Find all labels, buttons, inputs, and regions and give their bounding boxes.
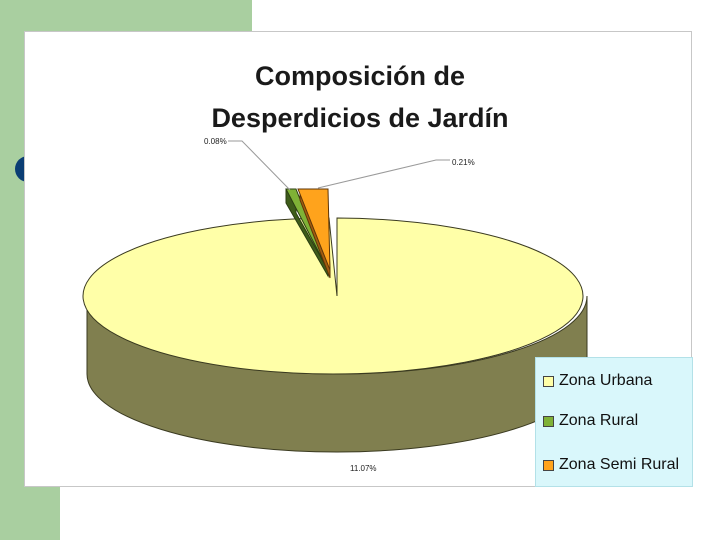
legend-label-zona-urbana: Zona Urbana [559, 372, 653, 389]
data-label-zona-urbana: 11.07% [350, 464, 377, 473]
legend-label-zona-rural: Zona Rural [559, 412, 639, 429]
leader-line-rural [228, 140, 291, 191]
slice-zona-semi-rural [297, 188, 331, 271]
chart-title: Composición de Desperdicios de Jardín [150, 55, 570, 139]
legend-swatch-zona-semi-rural [543, 459, 554, 471]
slice-zona-urbana [82, 217, 584, 375]
legend-item-zona-semi-rural: Zona Semi Rural [543, 454, 679, 476]
legend-item-zona-rural: Zona Rural [543, 410, 638, 432]
data-label-zona-rural: 0.08% [204, 137, 227, 146]
legend-swatch-zona-rural [543, 415, 554, 427]
chart-title-line-2: Desperdicios de Jardín [211, 103, 509, 133]
legend-swatch-zona-urbana [543, 375, 554, 387]
chart-legend: Zona Urbana Zona Rural Zona Semi Rural [535, 357, 693, 487]
chart-title-line-1: Composición de [254, 61, 465, 91]
leader-line-semi-rural [317, 159, 450, 189]
legend-label-zona-semi-rural: Zona Semi Rural [559, 456, 680, 473]
legend-item-zona-urbana: Zona Urbana [543, 370, 652, 392]
data-label-zona-semi-rural: 0.21% [452, 158, 475, 167]
